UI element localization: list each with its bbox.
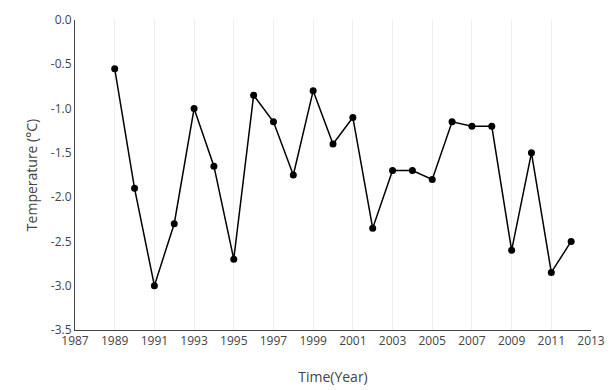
svg-text:-3.0: -3.0 [51, 277, 72, 294]
svg-text:2007: 2007 [458, 332, 486, 349]
svg-text:2005: 2005 [419, 332, 447, 349]
svg-text:1995: 1995 [220, 332, 248, 349]
svg-text:1993: 1993 [180, 332, 208, 349]
svg-text:0.0: 0.0 [55, 11, 72, 28]
svg-text:-1.5: -1.5 [51, 144, 72, 161]
svg-text:1989: 1989 [101, 332, 129, 349]
svg-text:1997: 1997 [260, 332, 288, 349]
svg-text:-2.0: -2.0 [51, 188, 72, 205]
svg-text:2011: 2011 [538, 332, 565, 349]
svg-text:Temperature (°C): Temperature (°C) [22, 119, 41, 231]
svg-text:-3.5: -3.5 [51, 321, 72, 338]
svg-text:1999: 1999 [299, 332, 327, 349]
svg-text:1987: 1987 [61, 332, 89, 349]
svg-text:2009: 2009 [498, 332, 526, 349]
svg-text:2003: 2003 [379, 332, 407, 349]
svg-text:-2.5: -2.5 [51, 233, 72, 250]
svg-text:Time(Year): Time(Year) [298, 367, 368, 386]
svg-text:-1.0: -1.0 [51, 100, 72, 117]
svg-text:2001: 2001 [339, 332, 366, 349]
svg-text:-0.5: -0.5 [51, 55, 72, 72]
svg-text:1991: 1991 [141, 332, 168, 349]
svg-text:2013: 2013 [577, 332, 605, 349]
